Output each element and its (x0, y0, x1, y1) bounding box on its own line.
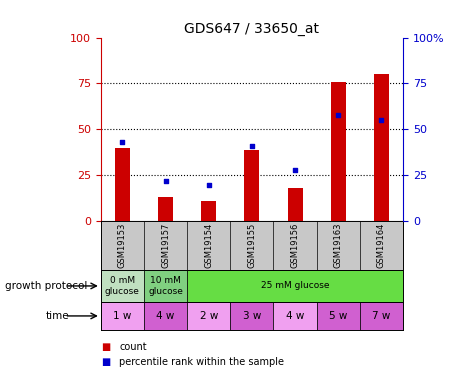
Point (378, 117, 385, 123)
Bar (187, 270, 403, 302)
Text: count: count (119, 342, 147, 352)
Text: growth protocol: growth protocol (5, 281, 87, 291)
Point (291, 167, 299, 173)
Bar (331, 82, 346, 221)
Bar (115, 148, 130, 221)
Text: GSM19157: GSM19157 (161, 223, 170, 268)
Text: time: time (46, 311, 70, 321)
Text: 3 w: 3 w (243, 311, 261, 321)
Point (119, 139, 126, 145)
Bar (360, 302, 403, 330)
Bar (144, 302, 187, 330)
Text: percentile rank within the sample: percentile rank within the sample (119, 357, 284, 367)
Bar (158, 197, 173, 221)
Text: 0 mM
glucose: 0 mM glucose (105, 276, 140, 296)
Point (162, 178, 169, 184)
Text: ■: ■ (101, 357, 110, 367)
Text: 1 w: 1 w (113, 311, 131, 321)
Text: 7 w: 7 w (372, 311, 391, 321)
Text: GSM19154: GSM19154 (204, 223, 213, 268)
Text: 4 w: 4 w (156, 311, 174, 321)
Text: GSM19156: GSM19156 (290, 223, 300, 268)
Point (335, 112, 342, 118)
Bar (245, 150, 259, 221)
Point (248, 143, 256, 149)
Bar (230, 302, 273, 330)
Text: 5 w: 5 w (329, 311, 348, 321)
Bar (144, 270, 187, 302)
Bar (273, 302, 316, 330)
Text: ■: ■ (101, 342, 110, 352)
Bar (374, 74, 389, 221)
Bar (316, 302, 360, 330)
Text: 4 w: 4 w (286, 311, 304, 321)
Title: GDS647 / 33650_at: GDS647 / 33650_at (185, 22, 319, 36)
Bar (288, 188, 303, 221)
Text: GSM19153: GSM19153 (118, 223, 127, 268)
Text: 10 mM
glucose: 10 mM glucose (148, 276, 183, 296)
Text: GSM19155: GSM19155 (247, 223, 256, 268)
Text: 2 w: 2 w (200, 311, 218, 321)
Text: 25 mM glucose: 25 mM glucose (261, 281, 329, 290)
Bar (101, 302, 144, 330)
Bar (101, 270, 144, 302)
Text: GSM19163: GSM19163 (334, 223, 343, 268)
Bar (201, 201, 216, 221)
Bar (187, 302, 230, 330)
Text: GSM19164: GSM19164 (377, 223, 386, 268)
Point (205, 182, 213, 188)
